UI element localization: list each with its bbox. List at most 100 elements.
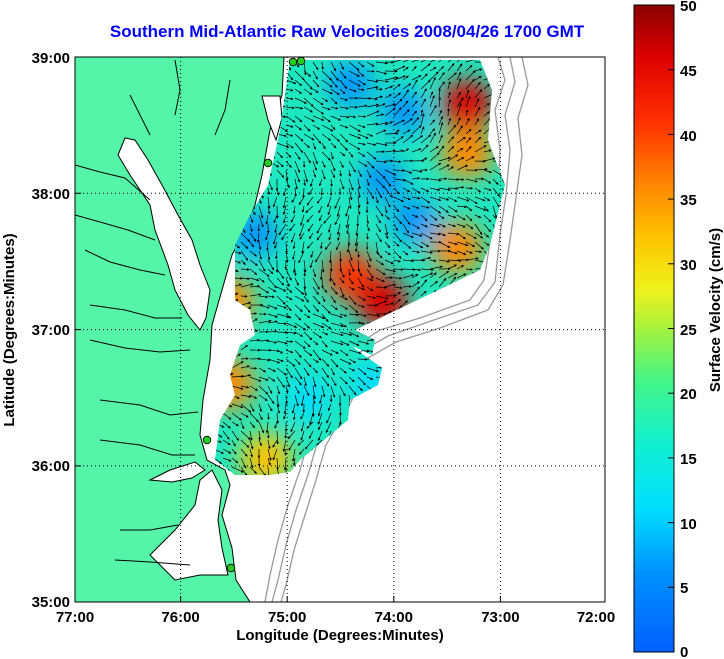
velocity-arrow: [492, 169, 504, 177]
velocity-arrow: [312, 106, 325, 115]
velocity-arrow: [339, 70, 347, 79]
fast-current-region: [239, 432, 292, 475]
velocity-arrow: [375, 113, 385, 117]
velocity-arrow: [284, 430, 288, 439]
velocity-arrow: [366, 133, 374, 137]
velocity-arrow: [411, 205, 420, 209]
velocity-arrow: [276, 385, 281, 395]
velocity-arrow: [348, 331, 360, 338]
velocity-arrow: [339, 313, 348, 317]
velocity-arrow: [411, 79, 418, 90]
velocity-arrow: [330, 304, 338, 311]
velocity-arrow: [303, 142, 310, 148]
velocity-arrow: [312, 340, 319, 346]
velocity-arrow: [447, 187, 459, 190]
velocity-arrow: [348, 133, 361, 139]
velocity-arrow: [240, 241, 249, 249]
velocity-arrow: [375, 121, 389, 126]
velocity-arrow: [231, 403, 244, 409]
velocity-arrow: [456, 273, 467, 279]
velocity-arrow: [321, 133, 332, 141]
velocity-arrow: [339, 115, 350, 119]
velocity-arrow: [402, 292, 410, 297]
velocity-arrow: [231, 412, 243, 421]
velocity-arrow: [303, 115, 315, 122]
velocity-arrow: [284, 448, 288, 456]
velocity-arrow: [429, 196, 442, 202]
velocity-arrow: [420, 60, 430, 63]
velocity-arrow: [330, 349, 339, 354]
velocity-arrow: [411, 274, 419, 279]
velocity-arrow: [447, 205, 458, 213]
velocity-arrow: [276, 412, 280, 424]
velocity-arrow: [240, 412, 249, 418]
velocity-arrow: [303, 259, 307, 273]
velocity-arrow: [402, 89, 409, 99]
velocity-arrow: [465, 232, 477, 239]
velocity-arrow: [258, 319, 272, 324]
velocity-arrow: [267, 329, 278, 333]
velocity-arrow: [411, 135, 424, 144]
velocity-arrow: [330, 79, 338, 88]
velocity-arrow: [402, 285, 412, 288]
velocity-arrow: [393, 75, 406, 81]
velocity-arrow: [267, 412, 270, 420]
station-marker: [202, 435, 212, 445]
velocity-arrow: [366, 178, 370, 187]
velocity-arrow: [285, 250, 289, 263]
velocity-arrow: [294, 133, 304, 142]
velocity-arrow: [357, 367, 367, 376]
velocity-arrow: [249, 312, 258, 315]
velocity-arrow: [339, 322, 347, 328]
velocity-arrow: [465, 196, 478, 204]
velocity-arrow: [346, 223, 350, 235]
velocity-arrow: [384, 205, 388, 214]
velocity-arrow: [420, 250, 433, 254]
velocity-arrow: [317, 412, 323, 425]
velocity-arrow: [402, 241, 412, 249]
velocity-arrow: [330, 160, 336, 172]
velocity-arrow: [303, 106, 313, 113]
velocity-arrow: [321, 61, 324, 70]
velocity-arrow: [375, 196, 379, 204]
velocity-arrow: [474, 81, 481, 90]
velocity-arrow: [474, 136, 482, 144]
velocity-arrow: [240, 301, 252, 306]
velocity-arrow: [339, 88, 346, 95]
y-tick-label: 37:00: [32, 322, 70, 339]
velocity-arrow: [334, 196, 341, 210]
velocity-arrow: [249, 394, 258, 399]
velocity-arrow: [285, 313, 292, 319]
velocity-arrow: [375, 160, 387, 164]
velocity-arrow: [303, 376, 307, 387]
velocity-arrow: [294, 358, 301, 366]
velocity-arrow: [304, 439, 314, 450]
velocity-arrow: [240, 394, 252, 398]
velocity-arrow: [402, 232, 414, 238]
velocity-arrow: [303, 88, 313, 96]
velocity-arrow: [375, 232, 382, 243]
velocity-arrow: [312, 268, 317, 278]
velocity-arrow: [366, 85, 379, 90]
velocity-arrow: [321, 367, 329, 379]
slow-current-region: [360, 157, 405, 202]
velocity-arrow: [456, 196, 470, 202]
velocity-arrow: [321, 295, 326, 303]
velocity-arrow: [483, 103, 490, 108]
velocity-arrow: [411, 176, 421, 180]
velocity-arrow: [357, 259, 361, 273]
velocity-arrow: [438, 259, 451, 263]
velocity-arrow: [292, 241, 296, 250]
velocity-arrow: [384, 149, 396, 153]
velocity-arrow: [384, 178, 392, 187]
velocity-arrow: [366, 277, 374, 281]
velocity-arrow: [474, 241, 484, 250]
velocity-arrow: [267, 376, 276, 382]
velocity-arrow: [438, 232, 446, 237]
velocity-arrow: [285, 160, 292, 168]
velocity-arrow: [447, 232, 460, 236]
velocity-arrow: [294, 178, 298, 190]
velocity-arrow: [321, 88, 333, 95]
velocity-arrow: [402, 250, 409, 256]
velocity-arrow: [375, 300, 388, 306]
